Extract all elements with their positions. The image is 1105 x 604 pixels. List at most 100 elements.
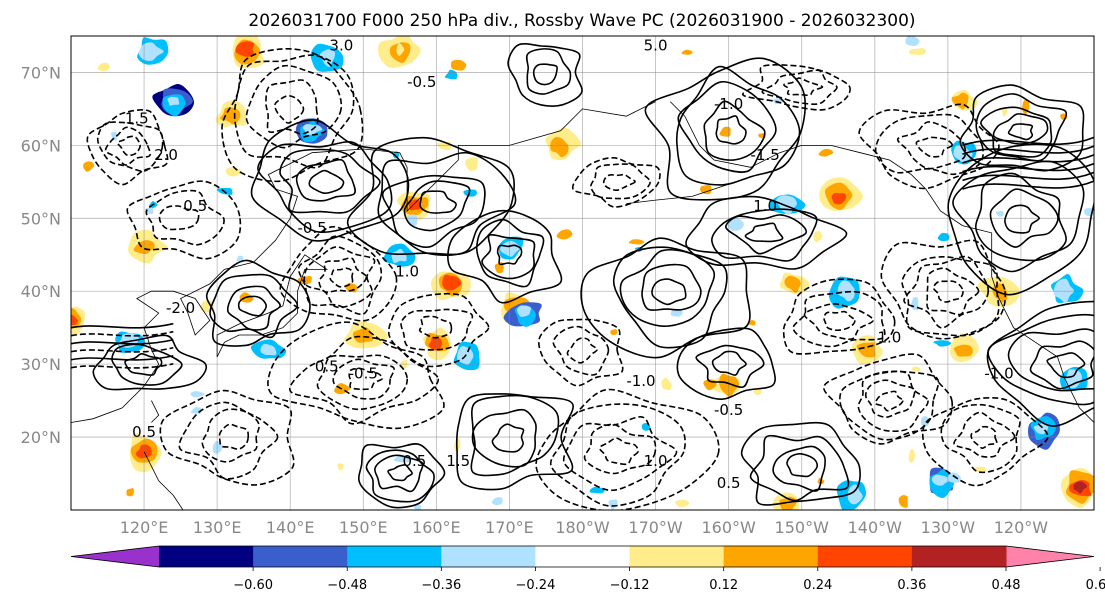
- positive-contour-6-1: [711, 350, 747, 376]
- negative-contour-29-2: [896, 121, 967, 170]
- positive-contour-0-3: [381, 174, 486, 248]
- positive-div-patch-12-1: [953, 344, 973, 357]
- contour-label: 1.0: [753, 197, 777, 215]
- small-div-patch: [83, 161, 95, 172]
- positive-contour-8-3: [974, 172, 1067, 262]
- colorbar-segment-4: [441, 546, 536, 567]
- colorbar-outline: [70, 545, 1095, 568]
- negative-contour-26-4: [159, 389, 295, 486]
- positive-contour-2-1: [496, 244, 523, 266]
- lon-tick-label: 120°W: [994, 518, 1049, 537]
- negative-contour-13-5: [535, 388, 720, 510]
- negative-contour-15-4: [921, 396, 1049, 487]
- negative-contour-9-3: [126, 180, 242, 260]
- lat-tick-label: 40°N: [21, 282, 61, 301]
- positive-contour-28-1: [715, 115, 747, 145]
- positive-div-patch-8-2: [235, 41, 255, 57]
- small-div-patch: [465, 157, 478, 171]
- jet-contour-east-2: [962, 154, 1094, 164]
- coastline-3: [626, 181, 737, 205]
- positive-contour-25-2: [1029, 340, 1094, 390]
- positive-contour-20-1: [1007, 123, 1034, 141]
- contour-label: 0.5: [315, 357, 339, 375]
- negative-contour-13-2: [583, 423, 657, 475]
- contour-label: 1.0: [877, 328, 901, 346]
- contour-label: 0.5: [132, 423, 156, 441]
- longitude-tick-labels: 120°E 130°E 140°E 150°E 160°E 170°E 180°W 170°W…: [120, 518, 1049, 537]
- positive-contour-6-2: [695, 344, 765, 389]
- positive-contour-2-2: [481, 234, 536, 280]
- negative-contour-11-5: [267, 321, 445, 430]
- negative-contour-29-4: [858, 103, 1000, 190]
- lon-tick-label: 120°E: [120, 518, 169, 537]
- negative-contour-11-2: [332, 358, 395, 400]
- positive-div-patch-7-2: [71, 314, 79, 326]
- negative-contour-7-2: [926, 267, 980, 316]
- positive-div-patch-20-1: [219, 107, 241, 125]
- colorbar-tick-label: 0.12: [709, 578, 738, 593]
- negative-div-patch-16-1: [260, 343, 277, 356]
- negative-contour-3-1: [602, 173, 636, 192]
- small-div-patch: [813, 231, 823, 243]
- lon-tick-label: 150°W: [775, 518, 830, 537]
- lon-tick-label: 160°E: [412, 518, 461, 537]
- colorbar-tick-label: −0.24: [516, 578, 556, 593]
- positive-contour-27-1: [387, 464, 413, 482]
- colorbar-tick-label: 0.24: [803, 578, 832, 593]
- negative-contour-29-3: [874, 113, 984, 176]
- negative-contour-24-4: [839, 370, 940, 441]
- lon-tick-label: 150°E: [339, 518, 388, 537]
- positive-contour-12-1: [491, 423, 525, 453]
- small-div-patch: [933, 340, 952, 347]
- positive-contour-4-3: [711, 208, 818, 262]
- jet-contour-east-3: [962, 162, 1094, 173]
- divergence-shading: [71, 36, 1094, 510]
- positive-contour-23-5: [580, 237, 751, 359]
- colorbar-segment-3: [347, 546, 442, 567]
- positive-contour-16-1: [124, 352, 163, 376]
- contour-label: 1.0: [644, 452, 668, 470]
- negative-contour-7-5: [880, 239, 1007, 340]
- positive-contour-27-3: [365, 449, 435, 503]
- small-div-patch: [628, 239, 645, 245]
- negative-contour-24-2: [864, 379, 916, 419]
- lat-tick-label: 50°N: [21, 209, 61, 228]
- lon-tick-label: 140°W: [848, 518, 903, 537]
- contour-label: -2.0: [166, 299, 195, 317]
- jet-contour-west-0: [71, 322, 174, 329]
- negative-contour-21-1: [116, 135, 142, 157]
- jet-contour-west-4: [71, 354, 174, 361]
- positive-contour-28-5: [644, 57, 806, 201]
- positive-contour-8-4: [952, 160, 1085, 273]
- latitude-tick-labels: 70°N 60°N 50°N 40°N 30°N 20°N: [21, 63, 61, 447]
- positive-contour-0-1: [419, 190, 457, 214]
- positive-div-patch-11-1: [784, 275, 801, 294]
- positive-contour-12-3: [470, 394, 560, 477]
- lon-tick-label: 180°W: [555, 518, 610, 537]
- negative-contour-26-3: [178, 401, 279, 480]
- contour-label: 0.5: [183, 197, 207, 215]
- colorbar-tick-labels: −0.60 −0.48 −0.36 −0.24 −0.12 0.12 0.24 0.36 0.4…: [233, 567, 1105, 593]
- small-div-patch: [727, 218, 744, 231]
- contour-label: -0.5: [349, 365, 378, 383]
- negative-contour-30-2: [552, 325, 610, 376]
- positive-contour-14-3: [749, 434, 850, 502]
- negative-contour-21-4: [86, 109, 169, 186]
- negative-contour-13-3: [562, 416, 678, 492]
- jet-contour-west-3: [71, 346, 174, 353]
- colorbar-tick-label: −0.48: [327, 578, 367, 593]
- small-div-patch: [898, 495, 908, 508]
- negative-contour-24-1: [874, 390, 904, 412]
- negative-contour-1-5: [279, 225, 398, 322]
- positive-contour-18-3: [507, 43, 583, 107]
- positive-contour-28-3: [677, 80, 777, 173]
- negative-contour-1-3: [303, 246, 376, 309]
- negative-contour-19-1: [783, 77, 824, 97]
- negative-contour-1-4: [297, 235, 383, 316]
- lat-tick-label: 30°N: [21, 355, 61, 374]
- positive-contour-0-5: [346, 136, 515, 256]
- positive-contour-4-1: [744, 222, 784, 243]
- small-div-patch: [491, 497, 503, 506]
- negative-contour-24-5: [823, 353, 953, 445]
- negative-contour-9-1: [158, 205, 200, 231]
